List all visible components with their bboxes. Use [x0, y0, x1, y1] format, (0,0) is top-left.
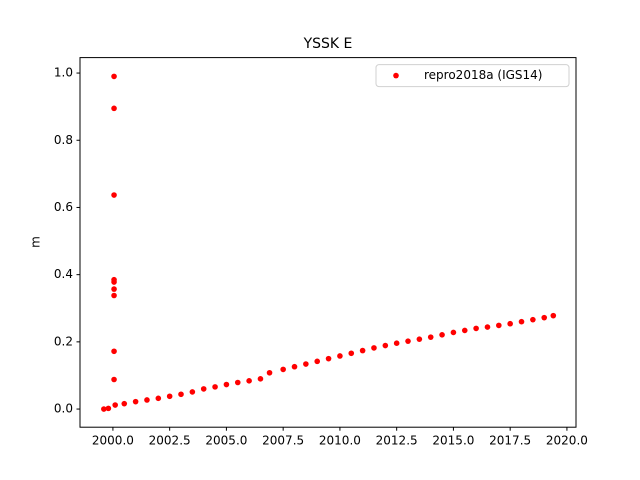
point: [111, 292, 117, 299]
point: [111, 286, 117, 292]
x-tick-label: 2015.0: [432, 434, 474, 448]
point: [382, 342, 389, 349]
x-tick-label: 2002.5: [149, 434, 191, 448]
point: [371, 345, 377, 351]
point: [439, 332, 445, 338]
point: [144, 397, 150, 403]
y-tick-label: 1.0: [54, 66, 73, 80]
point: [266, 369, 273, 376]
point: [325, 355, 332, 362]
point: [416, 336, 423, 342]
point: [337, 353, 343, 359]
y-tick-label: 0.6: [54, 200, 73, 214]
point: [111, 73, 117, 80]
legend-box: [375, 64, 570, 88]
point: [166, 393, 173, 400]
point: [291, 363, 298, 370]
y-axis-label: m: [29, 236, 43, 248]
legend-marker: [393, 72, 399, 79]
point: [189, 389, 196, 395]
point: [105, 405, 112, 412]
point: [518, 318, 525, 325]
point: [212, 384, 218, 390]
x-tick-label: 2005.0: [205, 434, 247, 448]
point: [280, 366, 286, 373]
x-tick-label: 2007.5: [262, 434, 304, 448]
x-tick-label: 2000.0: [92, 434, 134, 448]
x-tick-label: 2012.5: [376, 434, 418, 448]
point: [359, 347, 366, 354]
point: [246, 378, 252, 384]
x-tick-label: 2020.0: [546, 434, 588, 448]
point: [257, 376, 264, 382]
plot-frame: [79, 57, 577, 428]
y-tick-label: 0.4: [54, 267, 73, 281]
y-tick-label: 0.8: [54, 133, 73, 147]
point: [484, 324, 491, 330]
point: [348, 350, 355, 357]
point: [303, 361, 309, 367]
point: [178, 391, 184, 398]
point: [234, 379, 241, 386]
point: [550, 312, 557, 319]
point: [393, 340, 400, 347]
point: [223, 381, 230, 388]
point: [405, 338, 411, 344]
y-tick-label: 0.0: [54, 402, 73, 416]
point: [111, 348, 117, 355]
point: [461, 327, 468, 334]
point: [111, 192, 117, 198]
y-tick-label: 0.2: [54, 334, 73, 348]
point: [155, 395, 162, 402]
point: [507, 320, 513, 327]
point: [101, 406, 107, 412]
point: [121, 400, 128, 407]
chart-title: YSSK E: [303, 36, 353, 52]
point: [450, 329, 457, 336]
point: [111, 376, 117, 383]
point: [314, 358, 321, 365]
x-tick-label: 2017.5: [489, 434, 531, 448]
point: [530, 316, 536, 323]
point: [473, 325, 479, 332]
point: [112, 402, 118, 408]
point: [132, 398, 139, 405]
point: [496, 322, 502, 329]
point: [111, 279, 117, 285]
legend-label: repro2018a (IGS14): [424, 68, 542, 82]
x-tick-label: 2010.0: [319, 434, 361, 448]
point: [427, 334, 434, 340]
point: [541, 314, 548, 321]
point: [111, 105, 117, 112]
point: [200, 386, 207, 392]
